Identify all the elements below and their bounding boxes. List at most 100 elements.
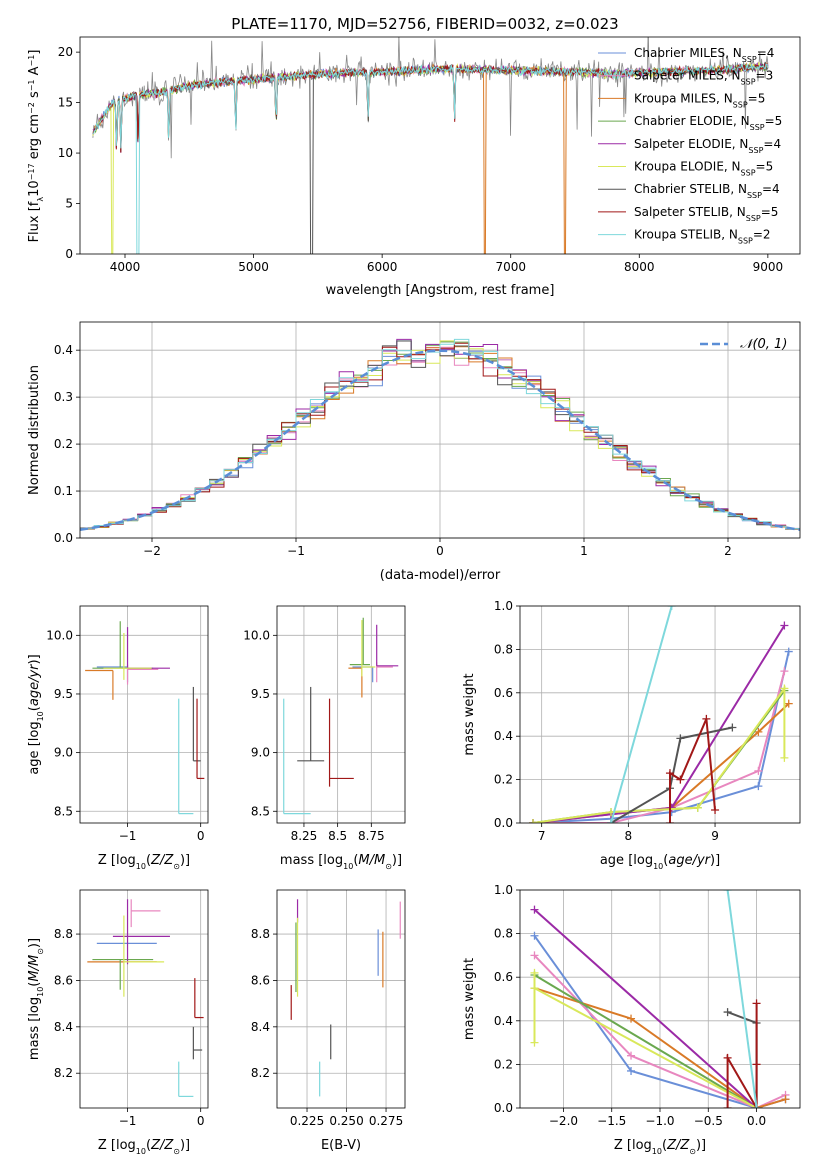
x-tick-label: 8.5 — [328, 829, 347, 843]
weight-point-marker — [752, 1104, 761, 1108]
x-tick-label: 9000 — [753, 260, 784, 274]
weight-point-marker — [781, 1095, 790, 1104]
x-tick-label: 4000 — [110, 260, 141, 274]
weight-point-marker — [780, 667, 789, 676]
weight-point-marker — [530, 984, 539, 993]
y-tick-label: 8.8 — [54, 927, 73, 941]
axes-frame — [519, 605, 801, 824]
weight-point-marker — [754, 766, 763, 775]
weight-point-marker — [530, 905, 539, 914]
figure-title: PLATE=1170, MJD=52756, FIBERID=0032, z=0… — [231, 15, 618, 33]
y-tick-label: 0.4 — [494, 729, 513, 743]
y-tick-label: 0.1 — [54, 484, 73, 498]
legend-label: Salpeter STELIB, NSSP=5 — [634, 205, 778, 223]
y-tick-label: 8.2 — [54, 1066, 73, 1080]
y-tick-label: 10.0 — [46, 628, 73, 642]
weight-point-marker — [780, 753, 789, 762]
panel-weight_vs_age: 7 8 9 0.0 0.2 0.4 0.6 0.8 1.0 age [log10(age/yr)]… — [462, 599, 801, 871]
x-tick-label: 0 — [436, 544, 444, 558]
weight-series-line — [610, 726, 733, 823]
y-tick-label: 8.6 — [251, 973, 270, 987]
x-axis-label: E(B-V) — [321, 1138, 361, 1153]
weight-point-marker — [667, 606, 676, 610]
weight-point-marker — [530, 931, 539, 940]
weight-point-marker — [784, 699, 793, 708]
weight-series-line — [726, 1003, 758, 1108]
x-axis-label: mass [log10(M/M⊙)] — [280, 853, 402, 871]
y-tick-label: 0.4 — [494, 1014, 513, 1028]
y-tick-label: 8.4 — [251, 1020, 270, 1034]
weight-point-marker — [529, 819, 538, 823]
x-axis-label: (data-model)/error — [380, 568, 501, 583]
weight-point-marker — [723, 1008, 732, 1017]
weight-point-marker — [702, 714, 711, 723]
weight-point-marker — [780, 684, 789, 693]
plot-area — [290, 899, 401, 1097]
histogram-step — [80, 338, 800, 530]
legend-label: Salpeter MILES, NSSP=3 — [634, 69, 773, 87]
y-tick-label: 0.2 — [494, 773, 513, 787]
weight-point-marker — [752, 1060, 761, 1069]
y-tick-label: 9.0 — [251, 746, 270, 760]
y-tick-label: 8.2 — [251, 1066, 270, 1080]
weight-point-marker — [665, 769, 674, 778]
x-tick-label: 0 — [197, 829, 205, 843]
weight-point-marker — [530, 951, 539, 960]
x-tick-label: 7 — [538, 829, 546, 843]
weight-point-marker — [723, 1104, 732, 1108]
weight-series-line — [726, 890, 758, 1108]
x-tick-label: 9 — [711, 829, 719, 843]
weight-series-line — [533, 954, 786, 1108]
plot-area — [87, 899, 204, 1098]
y-tick-label: 0.6 — [494, 686, 513, 700]
y-tick-label: 0.2 — [494, 1057, 513, 1071]
y-tick-label: 0.2 — [54, 437, 73, 451]
axes-frame — [79, 36, 801, 255]
y-axis-label: age [log10(age/yr)] — [27, 654, 45, 774]
y-tick-label: 20 — [58, 45, 73, 59]
legend-label: Kroupa ELODIE, NSSP=5 — [634, 160, 773, 178]
legend-label: Chabrier STELIB, NSSP=4 — [634, 182, 780, 200]
x-axis-label: Z [log10(Z/Z⊙)] — [614, 1138, 706, 1156]
y-tick-label: 0.4 — [54, 343, 73, 357]
y-tick-label: 8.5 — [251, 804, 270, 818]
weight-point-marker — [780, 621, 789, 630]
panel-mass_vs_ebv: 0.225 0.250 0.275 8.2 8.4 8.6 8.8 E(B-V) — [251, 889, 406, 1153]
normal-curve — [80, 349, 800, 532]
panel-weight_vs_Z: −2.0 −1.5 −1.0 −0.5 0.0 0.0 0.2 0.4 0.6 0.8 1.0 Z [… — [462, 883, 801, 1156]
legend-label: 𝒩(0, 1) — [740, 337, 787, 352]
legend-label: Salpeter ELODIE, NSSP=4 — [634, 137, 781, 155]
x-tick-label: −1 — [119, 829, 137, 843]
weight-point-marker — [728, 723, 737, 732]
y-tick-label: 1.0 — [494, 883, 513, 897]
weight-series-line — [532, 702, 790, 823]
plot-area — [80, 338, 800, 532]
y-tick-label: 0.0 — [494, 1101, 513, 1115]
x-tick-label: −2.0 — [549, 1114, 578, 1128]
weight-point-marker — [530, 1038, 539, 1047]
x-tick-label: 7000 — [495, 260, 526, 274]
y-tick-label: 9.5 — [54, 687, 73, 701]
weight-series-line — [533, 908, 758, 1108]
panel-spectrum: 4000 5000 6000 7000 8000 9000 0 5 10 15 20 waveleng… — [27, 36, 801, 298]
plot-area — [530, 890, 790, 1108]
weight-point-marker — [676, 775, 685, 784]
legend-label: Chabrier ELODIE, NSSP=5 — [634, 114, 782, 132]
weight-point-marker — [752, 999, 761, 1008]
y-tick-label: 8.5 — [54, 804, 73, 818]
y-tick-label: 8.6 — [54, 973, 73, 987]
panel-age_vs_mass: 8.25 8.5 8.75 8.5 9.0 9.5 10.0 mass [log10(M/M⊙… — [243, 605, 406, 871]
weight-point-marker — [754, 727, 763, 736]
plot-area — [283, 617, 399, 815]
x-tick-label: 8 — [625, 829, 633, 843]
weight-series-line — [533, 670, 786, 823]
weight-point-marker — [693, 803, 702, 812]
plot-area — [92, 37, 769, 254]
weight-point-marker — [607, 819, 616, 823]
weight-point-marker — [723, 1053, 732, 1062]
x-tick-label: 8000 — [624, 260, 655, 274]
y-tick-label: 15 — [58, 96, 73, 110]
y-tick-label: 0.8 — [494, 642, 513, 656]
y-tick-label: 9.5 — [251, 687, 270, 701]
